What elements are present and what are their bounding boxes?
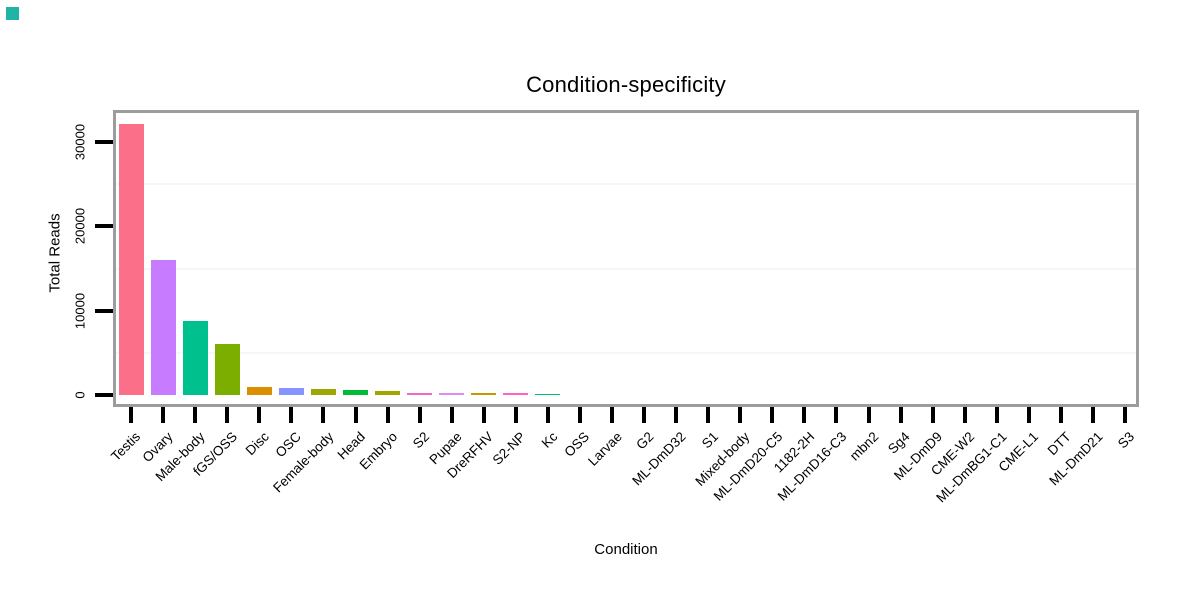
x-tick [738,407,743,423]
x-tick [545,407,550,423]
x-tick [449,407,454,423]
x-tick [385,407,390,423]
x-tick-label: Sg4 [885,429,914,457]
x-tick [1058,407,1063,423]
y-tick-label: 20000 [72,208,88,245]
bar-Pupae [439,393,465,395]
x-tick-label: S2 [409,429,433,452]
x-tick [289,407,294,423]
bar-DreRFHV [471,393,497,395]
x-tick [674,407,679,423]
x-tick [898,407,903,423]
minor-gridline [116,351,1136,354]
bar-Female-body [310,388,336,395]
x-tick [994,407,999,423]
minor-gridline [116,183,1136,186]
x-tick-label: S3 [1115,429,1138,452]
x-tick [257,407,262,423]
x-axis-title: Condition [594,541,658,558]
y-tick-label: 30000 [72,123,88,161]
x-tick [770,407,775,423]
x-tick [962,407,967,423]
x-tick [129,407,133,423]
x-tick-label: Kc [538,429,561,451]
x-tick-label: Disc [242,429,272,459]
x-tick-label: S2-NP [489,429,529,468]
x-tick [225,407,230,423]
plot-panel [113,110,1139,407]
x-tick [481,407,486,423]
x-tick [577,407,582,423]
x-tick [1090,407,1095,423]
chart-title: Condition-specificity [526,72,726,97]
x-tick [513,407,518,423]
bar-Embryo [375,391,400,395]
bar-S2-NP [503,393,529,395]
bar-Disc [246,387,272,395]
x-tick-label: Testis [108,429,144,465]
x-tick [642,407,646,423]
x-tick [866,407,871,423]
bar-S2 [407,392,433,395]
y-tick [95,308,113,313]
x-tick-label: G2 [633,429,657,453]
bar-Testis [118,124,144,395]
minor-gridline [116,267,1136,270]
bar-Head [343,390,368,395]
x-tick-label: mbn2 [846,429,882,464]
x-tick [930,407,935,423]
bar-Ovary [150,260,176,395]
bar-OSC [278,388,304,395]
y-axis-title: Total Reads [46,213,64,293]
bar-Kc [535,393,561,395]
x-tick [353,407,358,423]
y-tick-label: 0 [72,391,88,399]
x-tick [1123,407,1127,423]
x-tick [1026,407,1031,423]
y-tick [95,224,113,229]
y-tick-label: 10000 [72,292,88,329]
corner-swatch [6,7,19,20]
x-tick [321,407,326,423]
x-tick [161,407,166,423]
bar-Male-body [182,321,208,395]
y-tick [95,140,113,144]
x-tick [193,407,198,423]
y-tick [95,393,113,397]
x-tick [417,407,422,423]
bar-fGS/OSS [214,343,240,395]
x-tick-label: S1 [698,429,721,452]
x-tick [610,407,614,423]
x-tick [802,407,807,423]
x-tick [706,407,711,423]
x-tick-label: Larvae [584,429,625,469]
x-tick [834,407,839,423]
